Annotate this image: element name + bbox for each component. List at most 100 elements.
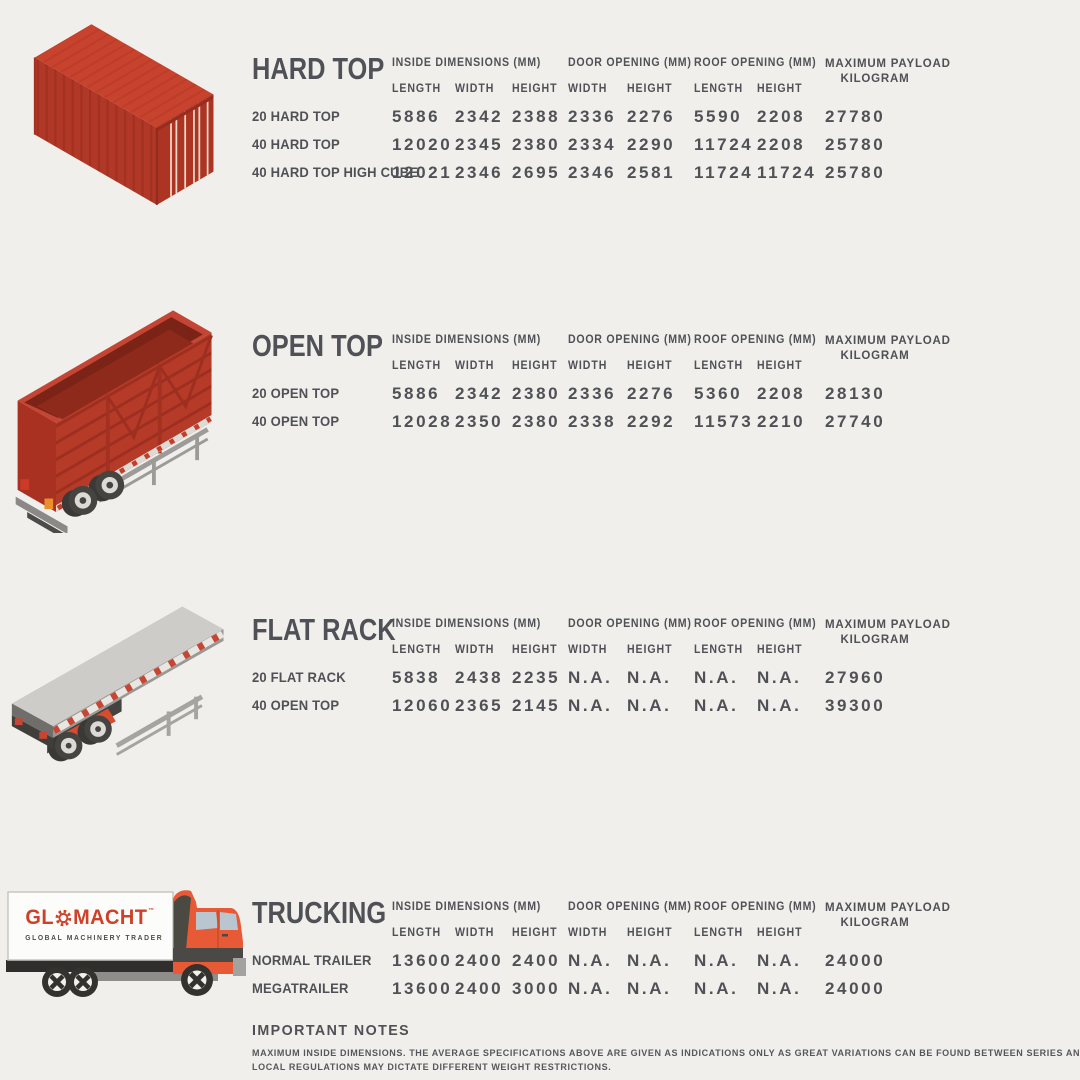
flat-rack-trailer-illustration <box>11 606 225 762</box>
flatrack-wheels <box>48 715 112 762</box>
cell-max-payload: 39300 <box>825 696 886 715</box>
subheader-width: WIDTH <box>568 83 608 95</box>
cell-roof-height: 11724 <box>757 163 817 182</box>
row-label: 40 OPEN TOP <box>252 697 340 713</box>
subheader-height: HEIGHT <box>757 644 803 656</box>
subheader-height: HEIGHT <box>757 360 803 372</box>
container-side-face <box>34 57 157 205</box>
cell-door-height: N.A. <box>627 696 672 715</box>
column-group-roof-opening: ROOF OPENING (MM) <box>694 57 817 69</box>
truck-wheels <box>42 964 213 997</box>
cell-inside-height: 2388 <box>512 107 561 126</box>
cell-roof-length: N.A. <box>694 668 739 687</box>
cell-door-height: N.A. <box>627 951 672 970</box>
cell-inside-width: 2342 <box>455 107 504 126</box>
cell-inside-length: 12021 <box>392 163 453 182</box>
trailer-wheels <box>61 470 125 517</box>
logo-trademark: ™ <box>148 908 155 914</box>
trailer-side-face <box>56 332 212 512</box>
cell-max-payload: 27780 <box>825 107 886 126</box>
subheader-width: WIDTH <box>568 360 608 372</box>
cell-inside-height: 2380 <box>512 412 561 431</box>
glomacht-logo: GL MACHT ™ GLOBAL MACHINERY TRADER <box>18 906 162 942</box>
column-group-header-row: INSIDE DIMENSIONS (MM) DOOR OPENING (MM)… <box>252 901 952 929</box>
trailer-diagonal-braces <box>106 334 213 441</box>
cell-inside-width: 2365 <box>455 696 504 715</box>
column-group-max-payload: MAXIMUM PAYLOAD KILOGRAM <box>825 58 951 85</box>
cell-max-payload: 27740 <box>825 412 886 431</box>
cell-inside-width: 2350 <box>455 412 504 431</box>
cell-roof-height: 2208 <box>757 135 806 154</box>
cell-inside-length: 12028 <box>392 412 453 431</box>
cell-door-height: 2581 <box>627 163 676 182</box>
cell-door-width: N.A. <box>568 951 613 970</box>
column-group-inside-dimensions: INSIDE DIMENSIONS (MM) <box>392 334 542 346</box>
cell-roof-height: 2208 <box>757 107 806 126</box>
truck-cab-skirt <box>173 948 243 962</box>
section-open-top: OPEN TOP INSIDE DIMENSIONS (MM) DOOR OPE… <box>252 328 952 440</box>
column-group-door-opening: DOOR OPENING (MM) <box>568 57 692 69</box>
flatrack-side-strip <box>52 631 225 734</box>
cell-roof-length: 11724 <box>694 135 754 154</box>
subheader-height: HEIGHT <box>512 927 558 939</box>
truck-cargo-box <box>7 891 174 961</box>
subheader-height: HEIGHT <box>627 644 673 656</box>
column-group-max-payload: MAXIMUM PAYLOAD KILOGRAM <box>825 902 951 929</box>
table-row: 20 FLAT RACK 5838 2438 2235 N.A. N.A. N.… <box>252 668 952 696</box>
cell-roof-height: 2208 <box>757 384 806 403</box>
subheader-height: HEIGHT <box>512 83 558 95</box>
subheader-length: LENGTH <box>694 360 744 372</box>
open-top-trailer-illustration <box>15 310 213 533</box>
table-row: 40 OPEN TOP 12060 2365 2145 N.A. N.A. N.… <box>252 696 952 724</box>
table-row: MEGATRAILER 13600 2400 3000 N.A. N.A. N.… <box>252 979 952 1007</box>
cell-door-height: N.A. <box>627 668 672 687</box>
cell-door-width: 2334 <box>568 135 617 154</box>
truck-door-handle <box>222 934 228 937</box>
cell-inside-width: 2438 <box>455 668 504 687</box>
cell-max-payload: 24000 <box>825 979 886 998</box>
section-hard-top: HARD TOP INSIDE DIMENSIONS (MM) DOOR OPE… <box>252 51 952 191</box>
column-group-max-payload: MAXIMUM PAYLOAD KILOGRAM <box>825 335 951 362</box>
cell-inside-length: 13600 <box>392 979 453 998</box>
cell-inside-width: 2346 <box>455 163 504 182</box>
cell-inside-height: 2695 <box>512 163 561 182</box>
row-label: 40 HARD TOP <box>252 136 340 152</box>
column-group-inside-dimensions: INSIDE DIMENSIONS (MM) <box>392 57 542 69</box>
cell-door-width: 2338 <box>568 412 617 431</box>
cell-roof-height: N.A. <box>757 668 802 687</box>
container-door-lintel <box>156 94 214 132</box>
column-group-roof-opening: ROOF OPENING (MM) <box>694 334 817 346</box>
subheader-length: LENGTH <box>694 83 744 95</box>
subheader-width: WIDTH <box>568 927 608 939</box>
gear-icon <box>55 909 72 927</box>
cell-door-height: 2292 <box>627 412 676 431</box>
cell-inside-height: 2400 <box>512 951 561 970</box>
subheader-height: HEIGHT <box>627 360 673 372</box>
subheader-length: LENGTH <box>392 644 442 656</box>
truck-rear-window <box>196 912 218 930</box>
column-group-inside-dimensions: INSIDE DIMENSIONS (MM) <box>392 618 542 630</box>
notes-title: IMPORTANT NOTES <box>252 1022 411 1039</box>
trailer-tail-light-red <box>20 479 30 490</box>
section-title: HARD TOP <box>252 51 385 86</box>
cell-inside-length: 13600 <box>392 951 453 970</box>
table-row: 20 HARD TOP 5886 2342 2388 2336 2276 559… <box>252 107 952 135</box>
column-subheader-row: LENGTH WIDTH HEIGHT WIDTH HEIGHT LENGTH … <box>252 927 952 951</box>
table-body: 20 OPEN TOP 5886 2342 2380 2336 2276 536… <box>252 384 952 440</box>
cell-door-width: N.A. <box>568 979 613 998</box>
column-group-roof-opening: ROOF OPENING (MM) <box>694 901 817 913</box>
notes-line-1: MAXIMUM INSIDE DIMENSIONS. THE AVERAGE S… <box>252 1048 1080 1058</box>
column-group-header-row: INSIDE DIMENSIONS (MM) DOOR OPENING (MM)… <box>252 618 952 646</box>
section-title: TRUCKING <box>252 895 387 930</box>
column-subheader-row: LENGTH WIDTH HEIGHT WIDTH HEIGHT LENGTH … <box>252 644 952 668</box>
cell-inside-length: 12060 <box>392 696 453 715</box>
truck-front-bumper <box>233 958 246 976</box>
row-label: 20 HARD TOP <box>252 108 340 124</box>
row-label: NORMAL TRAILER <box>252 952 372 968</box>
cell-roof-length: 11724 <box>694 163 754 182</box>
important-notes: IMPORTANT NOTES MAXIMUM INSIDE DIMENSION… <box>252 1022 1080 1074</box>
cell-door-width: 2346 <box>568 163 617 182</box>
subheader-length: LENGTH <box>392 83 442 95</box>
row-label: 40 HARD TOP HIGH CUBE <box>252 164 419 180</box>
